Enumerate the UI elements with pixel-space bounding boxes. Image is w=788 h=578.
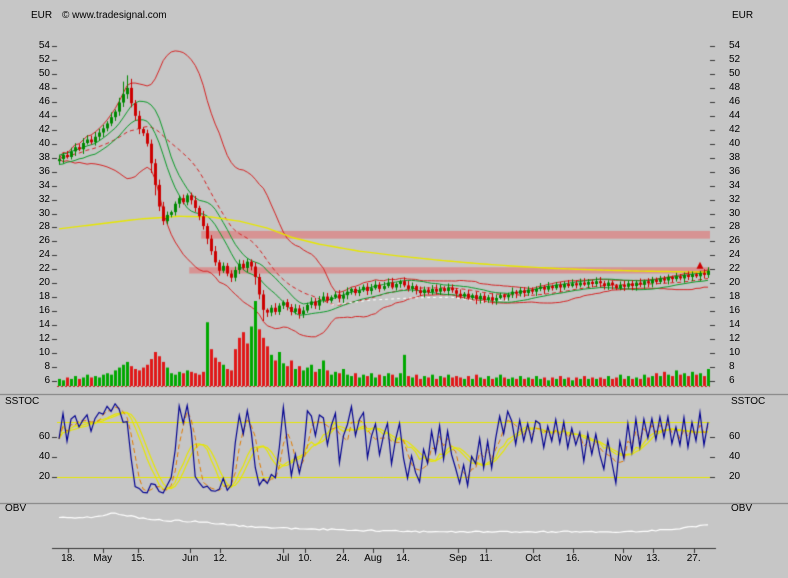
trading-chart-window: EUR © www.tradesignal.com EUR SSTOC SSTO… [0, 0, 788, 578]
chart-canvas[interactable] [0, 0, 788, 578]
